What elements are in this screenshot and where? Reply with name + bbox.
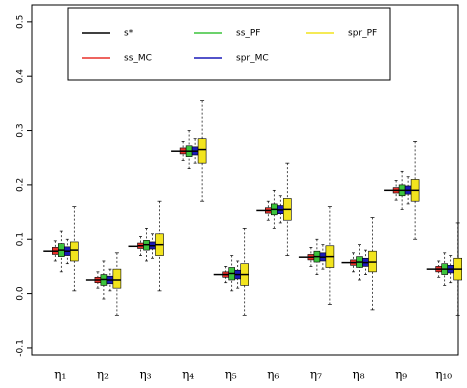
legend-box [67, 7, 391, 81]
plot-frame [31, 4, 459, 356]
x-tick-label: η₁₀ [435, 368, 452, 382]
legend-label: ss_MC [124, 54, 152, 64]
y-tick-label: -0.1 [16, 339, 26, 357]
x-tick-label: η₈ [353, 368, 365, 382]
x-tick-label: η₅ [225, 368, 237, 382]
y-tick-label: 0.4 [16, 69, 26, 84]
x-tick-label: η₂ [97, 368, 109, 382]
legend-label: spr_MC [236, 54, 269, 64]
box [197, 138, 207, 164]
y-tick-label: 0.2 [16, 178, 26, 192]
y-tick-label: 0.1 [16, 232, 26, 246]
legend-label: s* [124, 29, 134, 39]
y-tick-label: 0.5 [16, 15, 26, 29]
legend-label: ss_PF [236, 29, 260, 39]
x-tick-label: η₉ [395, 368, 407, 382]
x-tick-label: η₆ [267, 368, 279, 382]
x-tick-label: η₁ [54, 368, 66, 382]
box [112, 268, 122, 289]
x-tick-label: η₇ [310, 368, 322, 382]
y-tick-label: 0.3 [16, 123, 26, 137]
legend-label: spr_PF [348, 29, 377, 39]
box [70, 241, 79, 262]
x-tick-label: η₄ [182, 368, 194, 382]
x-tick-label: η₃ [140, 368, 152, 382]
y-tick-label: 0.0 [16, 286, 26, 301]
